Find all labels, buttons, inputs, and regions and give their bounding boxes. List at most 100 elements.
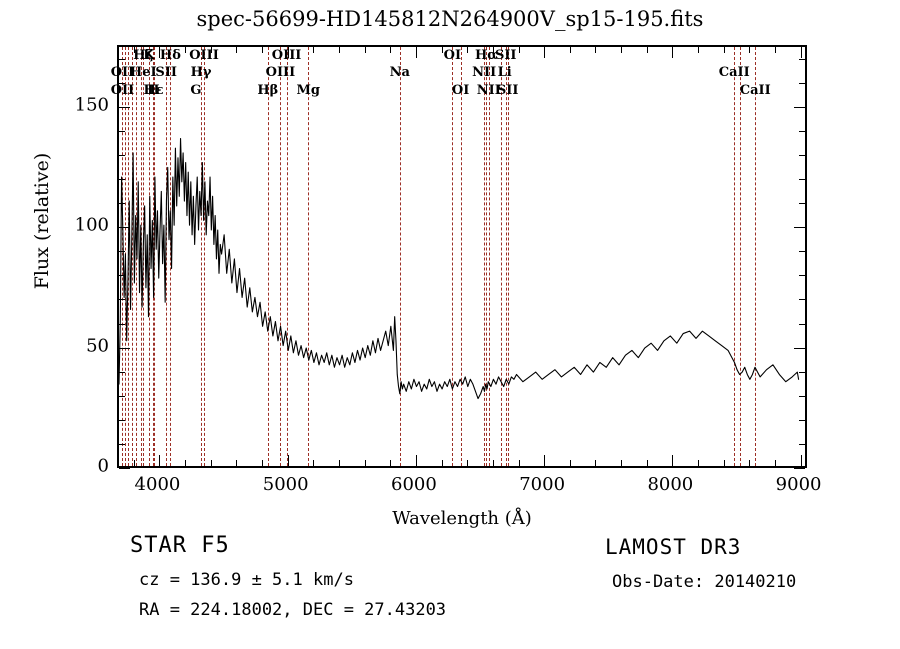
- line-marker: [280, 47, 282, 466]
- axis-tick: [749, 47, 751, 53]
- axis-tick: [799, 251, 805, 253]
- axis-tick: [262, 47, 264, 53]
- axis-tick: [119, 275, 125, 277]
- axis-tick: [159, 47, 161, 58]
- axis-tick: [467, 460, 469, 466]
- axis-tick: [119, 130, 125, 132]
- y-tick-label: 100: [74, 214, 109, 236]
- line-marker: [460, 47, 462, 466]
- axis-tick: [799, 395, 805, 397]
- line-label: CaII: [718, 65, 750, 80]
- axis-tick: [646, 47, 648, 53]
- line-label: SII: [155, 65, 177, 80]
- axis-tick: [544, 47, 546, 58]
- axis-tick: [698, 460, 699, 466]
- axis-tick: [262, 460, 264, 466]
- line-label: OIII: [189, 48, 219, 63]
- redshift-velocity-label: cz = 136.9 ± 5.1 km/s: [139, 570, 354, 590]
- line-marker: [308, 47, 310, 466]
- y-tick-label: 150: [74, 94, 109, 116]
- line-label: SII: [496, 83, 519, 98]
- axis-tick: [119, 203, 125, 205]
- axis-tick: [799, 275, 805, 277]
- axis-tick: [313, 47, 315, 53]
- x-axis-title: Wavelength (Å): [392, 508, 532, 529]
- line-marker: [500, 47, 502, 466]
- line-label: NII: [476, 83, 501, 98]
- line-label: OI: [451, 83, 470, 98]
- line-marker: [204, 47, 205, 466]
- axis-tick: [492, 460, 494, 466]
- line-label: CaII: [739, 83, 771, 98]
- axis-tick: [119, 154, 125, 156]
- line-marker: [399, 47, 401, 466]
- line-label: Hα: [474, 48, 498, 63]
- axis-tick: [799, 443, 805, 445]
- axis-tick: [569, 47, 571, 53]
- line-label: H: [147, 83, 160, 98]
- object-class-label: STAR F5: [130, 533, 230, 558]
- axis-tick: [119, 251, 125, 253]
- axis-tick: [799, 58, 805, 60]
- axis-tick: [723, 47, 725, 53]
- axis-tick: [672, 455, 674, 466]
- axis-tick: [338, 460, 340, 466]
- axis-tick: [133, 460, 135, 466]
- survey-label: LAMOST DR3: [605, 535, 742, 559]
- line-marker: [484, 47, 486, 466]
- line-marker: [286, 47, 288, 466]
- axis-tick: [800, 455, 802, 466]
- obs-date-label: Obs-Date: 20140210: [612, 572, 797, 592]
- line-label: Mg: [296, 83, 320, 98]
- axis-tick: [119, 468, 130, 469]
- axis-tick: [133, 47, 135, 53]
- axis-tick: [119, 419, 125, 421]
- axis-tick: [119, 58, 125, 60]
- axis-tick: [159, 455, 161, 466]
- line-label: SII: [494, 48, 517, 63]
- axis-tick: [119, 299, 125, 301]
- axis-tick: [799, 179, 805, 181]
- line-label: OII: [110, 65, 135, 80]
- line-marker: [488, 47, 490, 466]
- axis-tick: [672, 47, 674, 58]
- y-tick-label: 50: [86, 335, 109, 357]
- line-label: Hδ: [159, 48, 181, 63]
- axis-tick: [119, 347, 130, 349]
- axis-tick: [799, 299, 805, 301]
- plot-inner: [119, 47, 805, 466]
- axis-tick: [799, 82, 805, 84]
- axis-tick: [287, 47, 289, 58]
- line-label: K: [143, 48, 155, 63]
- x-tick-label: 7000: [519, 474, 566, 495]
- axis-tick: [492, 47, 494, 53]
- axis-tick: [799, 203, 805, 205]
- axis-tick: [698, 47, 699, 53]
- axis-tick: [390, 460, 392, 466]
- axis-tick: [799, 323, 805, 325]
- axis-tick: [441, 460, 443, 466]
- line-label: Hγ: [190, 65, 212, 80]
- axis-tick: [467, 47, 469, 53]
- axis-tick: [646, 460, 648, 466]
- axis-tick: [621, 47, 623, 53]
- axis-tick: [723, 460, 725, 466]
- axis-tick: [364, 460, 366, 466]
- axis-tick: [441, 47, 443, 53]
- line-marker: [201, 47, 203, 466]
- line-marker: [267, 47, 269, 466]
- axis-tick: [338, 47, 340, 53]
- x-tick-label: 4000: [134, 474, 181, 495]
- axis-tick: [119, 82, 125, 84]
- x-tick-label: 5000: [262, 474, 309, 495]
- axis-tick: [119, 179, 125, 181]
- axis-tick: [119, 323, 125, 325]
- axis-tick: [518, 47, 520, 53]
- plot-area: [117, 45, 807, 469]
- axis-tick: [415, 455, 417, 466]
- axis-tick: [799, 154, 805, 156]
- line-label: Hβ: [257, 83, 279, 98]
- spectrum-trace: [119, 137, 800, 400]
- y-tick-label: 0: [97, 455, 109, 477]
- line-marker: [486, 47, 488, 466]
